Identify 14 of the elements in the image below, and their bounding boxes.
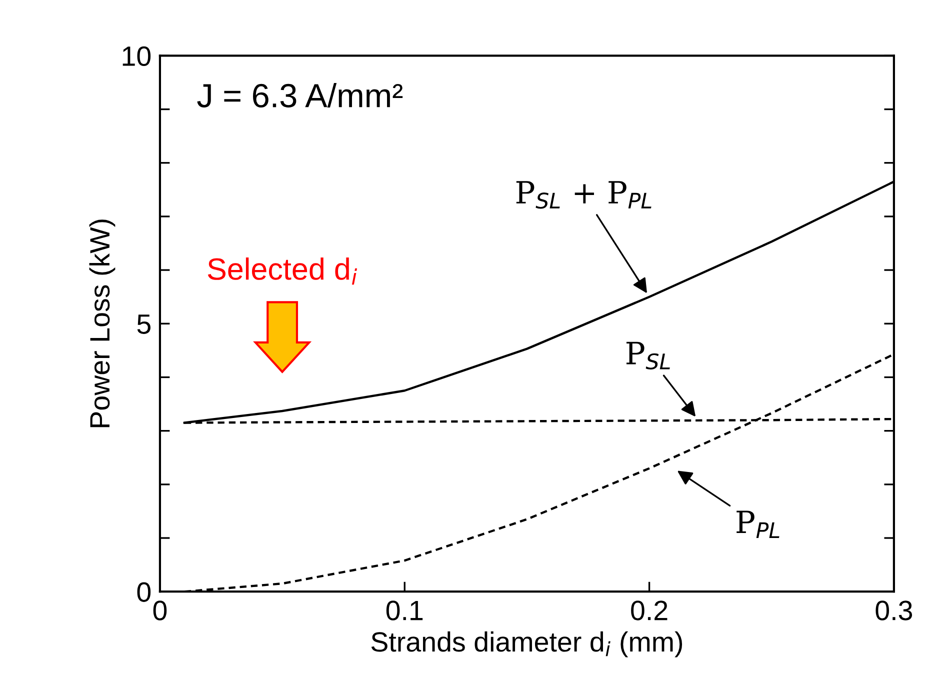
series-label: P$_{SL}$: [626, 342, 670, 370]
x-tick-label: 0.2: [631, 600, 668, 620]
y-tick-label: 5: [137, 314, 150, 334]
annotation: J = 6.3 A/mm²: [197, 83, 403, 108]
annotation: Selected d$_{i}$: [208, 257, 358, 285]
x-axis-title: Strands diameter d$_{i}$ (mm): [371, 631, 682, 658]
text: P$_{SL}$ + P$_{PL}$: [516, 181, 652, 209]
y-axis-title: Power Loss (kW): [89, 220, 116, 428]
y-tick-label: 0: [137, 582, 151, 602]
x-tick-label: 0: [153, 600, 167, 620]
x-tick-label: 0.3: [876, 600, 912, 620]
x-tick-label: 0.1: [386, 600, 423, 620]
text: P$_{PL}$: [736, 510, 780, 538]
y-tick-label: 10: [122, 46, 151, 66]
